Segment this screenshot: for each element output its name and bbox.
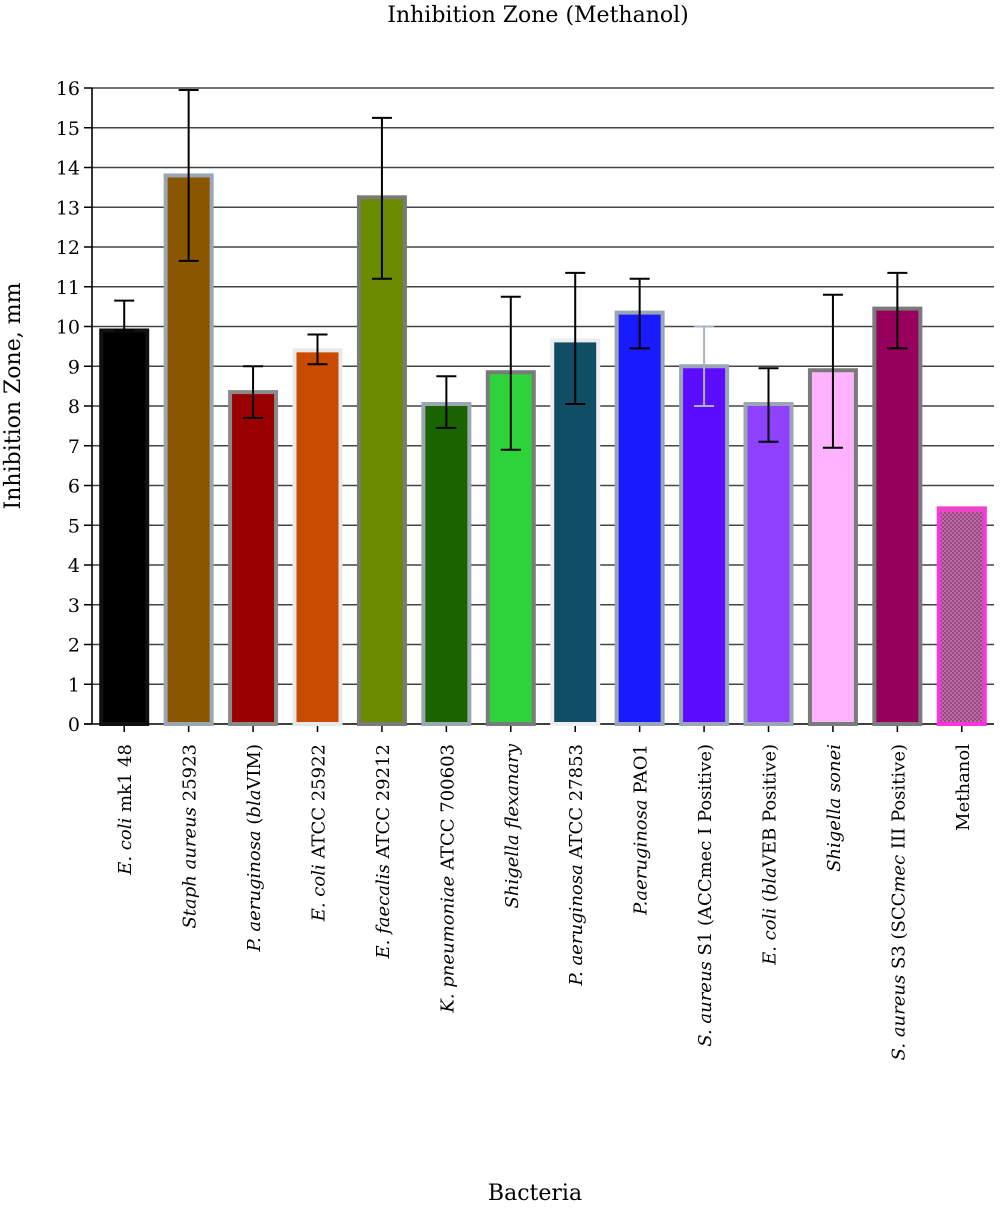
y-tick-label: 10 xyxy=(56,317,80,339)
y-tick-label: 6 xyxy=(68,476,80,498)
bar xyxy=(228,390,279,726)
y-tick-label: 9 xyxy=(68,356,80,378)
y-tick-label: 5 xyxy=(68,515,80,537)
y-tick-label: 16 xyxy=(56,78,80,100)
y-tick-label: 4 xyxy=(68,555,80,577)
bar xyxy=(743,402,794,726)
bar xyxy=(99,328,150,726)
y-tick-label: 3 xyxy=(68,595,80,617)
x-tick-label: Methanol xyxy=(953,744,974,831)
y-tick-label: 8 xyxy=(68,396,80,418)
y-tick-label: 15 xyxy=(56,118,80,140)
x-tick-label: E. coli mk1 48 xyxy=(115,744,136,876)
bar xyxy=(872,306,923,726)
bars xyxy=(99,173,987,726)
bar xyxy=(679,364,730,726)
bar xyxy=(421,402,472,726)
x-tick-label: P. aeruginosa ATCC 27853 xyxy=(566,744,587,986)
x-axis-title: Bacteria xyxy=(488,1181,582,1206)
bar xyxy=(356,195,407,726)
x-tick-label: P.aeruginosa PAO1 xyxy=(631,744,652,916)
error-bars xyxy=(114,88,908,451)
x-tick-label: Shigella sonei xyxy=(824,744,845,872)
x-tick-label: P. aeruginosa (blaVIM) xyxy=(244,744,265,953)
y-tick-label: 14 xyxy=(56,158,80,180)
bar xyxy=(614,310,665,726)
bar xyxy=(292,348,343,726)
y-tick-label: 1 xyxy=(68,674,80,696)
x-tick-label: E. faecalis ATCC 29212 xyxy=(373,744,394,959)
y-tick-label: 13 xyxy=(56,197,80,219)
y-tick-label: 12 xyxy=(56,237,80,259)
y-tick-label: 11 xyxy=(56,277,80,299)
x-tick-label: Shigella flexanary xyxy=(502,743,523,908)
chart-title: Inhibition Zone (Methanol) xyxy=(387,3,688,28)
grid-lines xyxy=(92,87,994,685)
x-tick-label: E. coli (blaVEB Positive) xyxy=(760,744,781,966)
x-tick-label: K. pneumoniae ATCC 700603 xyxy=(437,744,458,1014)
bar xyxy=(936,507,987,726)
x-tick-label: E. coli ATCC 25922 xyxy=(309,744,330,922)
x-tick-labels: E. coli mk1 48 Staph aureus 25923 P. aerug… xyxy=(115,743,974,1060)
y-axis-title: Inhibition Zone, mm xyxy=(1,282,26,509)
bar-cap xyxy=(936,506,987,513)
x-tick-label: S. aureus S1 (ACCmec I Positive) xyxy=(695,744,716,1047)
y-tick-label: 2 xyxy=(68,635,80,657)
y-tick-label: 7 xyxy=(68,436,80,458)
x-tick-label: Staph aureus 25923 xyxy=(180,744,201,929)
x-tick-label: S. aureus S3 (SCCmec III Positive) xyxy=(888,744,909,1060)
y-tick-label: 0 xyxy=(68,714,80,736)
bar xyxy=(163,173,214,726)
